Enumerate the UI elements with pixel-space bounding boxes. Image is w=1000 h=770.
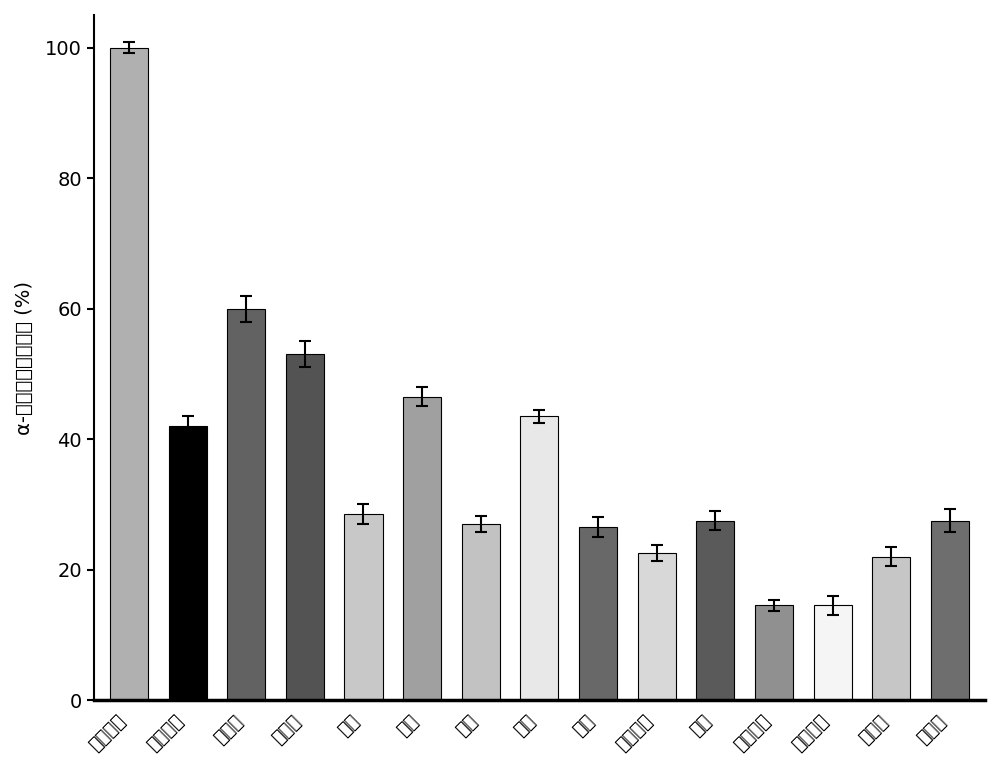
- Bar: [286, 354, 324, 700]
- Bar: [696, 521, 734, 700]
- Bar: [344, 514, 383, 700]
- Bar: [227, 309, 265, 700]
- Bar: [403, 397, 441, 700]
- Bar: [755, 605, 793, 700]
- Bar: [110, 48, 148, 700]
- Bar: [579, 527, 617, 700]
- Bar: [872, 557, 910, 700]
- Bar: [462, 524, 500, 700]
- Y-axis label: α-葡萄糖苷酶抑制率 (%): α-葡萄糖苷酶抑制率 (%): [15, 280, 34, 434]
- Bar: [169, 426, 207, 700]
- Bar: [520, 417, 558, 700]
- Bar: [638, 554, 676, 700]
- Bar: [931, 521, 969, 700]
- Bar: [814, 605, 852, 700]
